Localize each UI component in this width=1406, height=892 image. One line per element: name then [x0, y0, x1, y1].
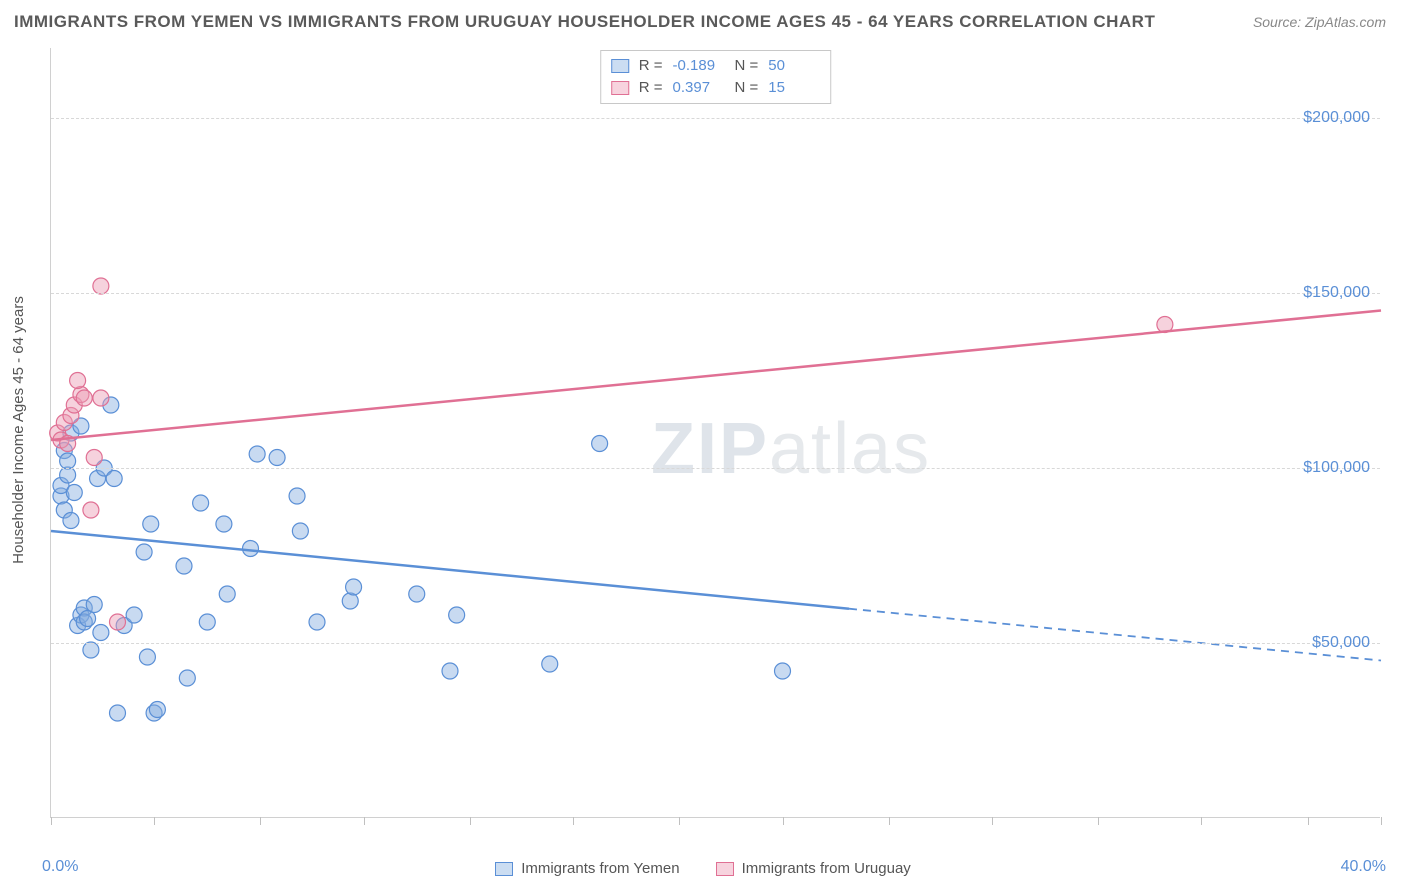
scatter-point [775, 663, 791, 679]
scatter-point [449, 607, 465, 623]
scatter-point [179, 670, 195, 686]
x-tick [1381, 817, 1382, 825]
scatter-point [176, 558, 192, 574]
legend-label: Immigrants from Uruguay [742, 860, 911, 877]
x-axis-min-label: 0.0% [42, 858, 78, 876]
regression-line-dashed [849, 609, 1381, 661]
scatter-point [199, 614, 215, 630]
scatter-point [143, 516, 159, 532]
scatter-point [126, 607, 142, 623]
y-tick-label: $100,000 [1303, 459, 1370, 477]
x-tick [1098, 817, 1099, 825]
y-tick-label: $50,000 [1312, 634, 1370, 652]
scatter-point [136, 544, 152, 560]
scatter-point [346, 579, 362, 595]
scatter-point [93, 625, 109, 641]
scatter-point [309, 614, 325, 630]
x-tick [679, 817, 680, 825]
scatter-point [70, 373, 86, 389]
scatter-point [292, 523, 308, 539]
legend-series: Immigrants from Yemen Immigrants from Uru… [0, 860, 1406, 880]
legend-item: Immigrants from Yemen [495, 860, 679, 877]
scatter-point [542, 656, 558, 672]
scatter-point [60, 453, 76, 469]
scatter-point [592, 436, 608, 452]
x-tick [51, 817, 52, 825]
scatter-point [442, 663, 458, 679]
chart-svg [51, 48, 1380, 817]
x-tick [1308, 817, 1309, 825]
scatter-point [110, 705, 126, 721]
chart-title: IMMIGRANTS FROM YEMEN VS IMMIGRANTS FROM… [14, 12, 1155, 32]
x-tick [573, 817, 574, 825]
source-label: Source: ZipAtlas.com [1253, 14, 1386, 30]
x-tick [260, 817, 261, 825]
scatter-point [139, 649, 155, 665]
scatter-point [66, 485, 82, 501]
regression-line [51, 311, 1381, 441]
scatter-point [216, 516, 232, 532]
x-tick [889, 817, 890, 825]
scatter-point [110, 614, 126, 630]
gridline [51, 643, 1380, 644]
scatter-point [93, 390, 109, 406]
gridline [51, 468, 1380, 469]
scatter-point [243, 541, 259, 557]
x-tick [364, 817, 365, 825]
scatter-point [63, 513, 79, 529]
swatch-icon [495, 862, 513, 876]
x-tick [1201, 817, 1202, 825]
x-tick [992, 817, 993, 825]
scatter-point [86, 597, 102, 613]
x-tick [783, 817, 784, 825]
scatter-point [289, 488, 305, 504]
x-tick [470, 817, 471, 825]
legend-item: Immigrants from Uruguay [716, 860, 911, 877]
x-tick [154, 817, 155, 825]
scatter-point [106, 471, 122, 487]
y-tick-label: $150,000 [1303, 284, 1370, 302]
scatter-point [149, 702, 165, 718]
y-axis-label: Householder Income Ages 45 - 64 years [10, 296, 27, 564]
y-tick-label: $200,000 [1303, 109, 1370, 127]
scatter-point [219, 586, 235, 602]
scatter-point [76, 390, 92, 406]
scatter-point [86, 450, 102, 466]
x-axis-max-label: 40.0% [1341, 858, 1386, 876]
plot-area: ZIPatlas R = -0.189 N = 50 R = 0.397 N =… [50, 48, 1380, 818]
scatter-point [342, 593, 358, 609]
gridline [51, 118, 1380, 119]
scatter-point [93, 278, 109, 294]
scatter-point [83, 502, 99, 518]
regression-line [51, 531, 849, 609]
scatter-point [83, 642, 99, 658]
gridline [51, 293, 1380, 294]
scatter-point [193, 495, 209, 511]
scatter-point [269, 450, 285, 466]
scatter-point [409, 586, 425, 602]
scatter-point [249, 446, 265, 462]
legend-label: Immigrants from Yemen [521, 860, 679, 877]
swatch-icon [716, 862, 734, 876]
